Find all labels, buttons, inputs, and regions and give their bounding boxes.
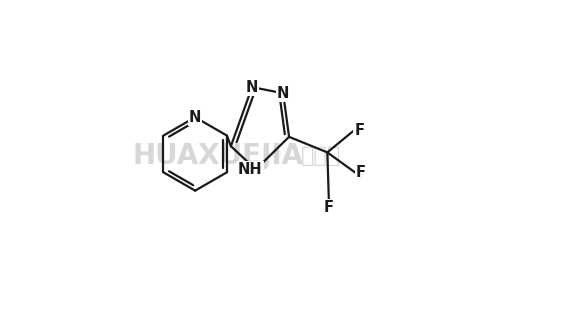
- Text: F: F: [356, 165, 366, 180]
- Text: 化学加: 化学加: [301, 146, 341, 165]
- Text: HUAXUEJIA: HUAXUEJIA: [133, 142, 304, 169]
- Text: N: N: [277, 86, 289, 101]
- Text: F: F: [324, 200, 334, 215]
- Text: N: N: [246, 80, 258, 95]
- Text: F: F: [354, 123, 364, 138]
- Text: ®: ®: [270, 151, 281, 160]
- Text: NH: NH: [238, 162, 263, 177]
- Text: N: N: [189, 110, 201, 125]
